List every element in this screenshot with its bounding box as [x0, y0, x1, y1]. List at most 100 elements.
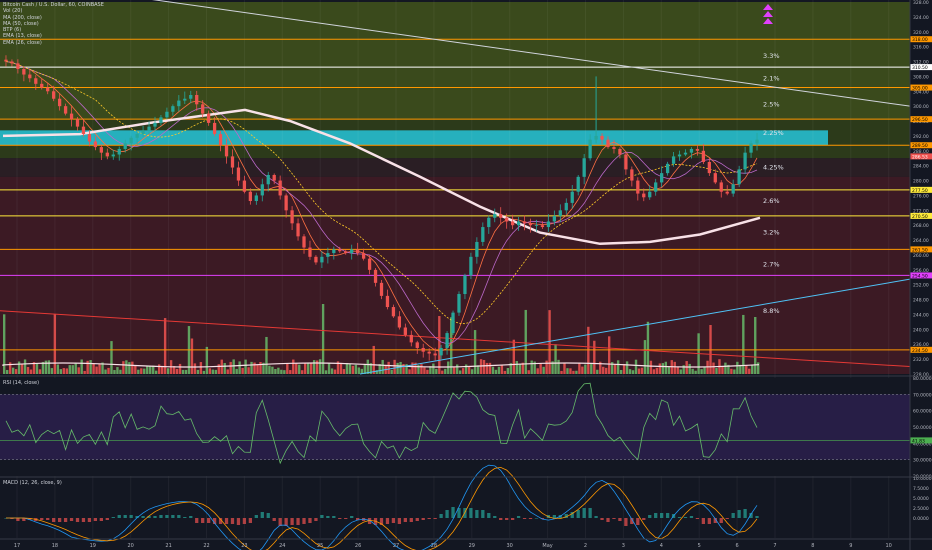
volume-bar	[736, 361, 739, 374]
candle	[391, 304, 396, 318]
candle	[135, 131, 139, 145]
volume-bar	[122, 361, 125, 374]
zone-percent-label: 8.8%	[763, 307, 780, 315]
level-tag-background	[910, 36, 932, 43]
candle	[499, 207, 503, 224]
candle	[290, 206, 294, 231]
volume-bar	[563, 363, 566, 374]
candle-body	[451, 312, 455, 334]
candle-body	[707, 161, 711, 174]
volume-bar	[345, 362, 349, 374]
volume-bar	[548, 310, 551, 374]
candle	[463, 273, 467, 300]
volume-bar	[423, 367, 426, 374]
candle	[361, 248, 366, 261]
volume-bar	[65, 368, 68, 374]
candle	[409, 330, 413, 347]
candle	[34, 75, 38, 90]
candle	[81, 119, 86, 137]
candle-body	[81, 126, 86, 135]
volume-bar	[172, 366, 176, 374]
macd-histogram-bar	[588, 508, 592, 518]
candle-body	[308, 247, 312, 257]
candle	[111, 149, 115, 160]
volume-bar	[235, 368, 238, 374]
volume-bar	[554, 344, 557, 374]
zone-percent-label: 3.2%	[763, 229, 780, 237]
volume-bar	[467, 366, 471, 374]
time-tick-label: 3	[622, 543, 625, 549]
volume-bar	[119, 369, 122, 374]
time-tick-label: 2	[584, 543, 587, 549]
candle-body	[433, 353, 437, 356]
volume-bar	[539, 363, 542, 374]
volume-bar	[524, 309, 527, 374]
candle-body	[427, 351, 431, 354]
candle-body	[493, 214, 497, 218]
macd-histogram-bar	[296, 518, 300, 525]
volume-bar	[154, 370, 158, 374]
level-price-tag: 305.00	[910, 84, 932, 92]
macd-histogram-bar	[505, 518, 509, 520]
candle	[356, 242, 360, 256]
volume-bar	[336, 361, 340, 374]
candle	[63, 103, 68, 116]
candle	[493, 208, 497, 223]
volume-bar	[631, 370, 635, 374]
candle-body	[683, 152, 688, 155]
volume-bar	[3, 314, 6, 374]
legend-ma50: MA (50, close)	[3, 20, 39, 27]
price-tick-label: 256.00	[913, 268, 929, 274]
volume-bar	[721, 367, 724, 374]
volume-bar	[277, 367, 280, 374]
time-tick-label: 25	[317, 543, 323, 549]
candle	[326, 247, 330, 264]
rsi-tick-label: 80.0000	[913, 376, 932, 382]
candle	[278, 175, 282, 200]
volume-bar	[268, 365, 271, 374]
candle	[99, 144, 103, 161]
volume-bar	[5, 369, 9, 374]
candle-body	[367, 258, 372, 270]
candle	[665, 161, 670, 176]
candle-body	[87, 134, 92, 142]
macd-histogram-bar	[713, 518, 717, 523]
macd-histogram-bar	[75, 518, 80, 522]
volume-bar	[378, 364, 381, 374]
time-tick-label: 4	[660, 543, 663, 549]
volume-bar	[551, 361, 554, 374]
macd-histogram-bar	[469, 508, 473, 518]
volume-bar	[536, 368, 539, 374]
candle-body	[183, 98, 187, 101]
volume-bar	[387, 361, 390, 374]
volume-bar	[274, 369, 277, 374]
volume-bar	[327, 363, 331, 374]
macd-histogram-bar	[457, 508, 461, 518]
volume-bar	[59, 369, 63, 374]
candle-body	[111, 154, 115, 157]
volume-bar	[95, 366, 98, 374]
volume-bar	[748, 368, 751, 374]
volume-bar	[673, 361, 676, 374]
candle-body	[546, 221, 551, 228]
volume-bar	[163, 318, 167, 374]
volume-bar	[596, 369, 599, 374]
zone-band	[0, 2, 910, 120]
volume-bar	[444, 368, 447, 374]
macd-histogram-bar	[570, 512, 574, 518]
macd-histogram-bar	[391, 518, 396, 523]
macd-histogram-bar	[594, 516, 598, 518]
volume-bar	[205, 346, 209, 374]
rsi-current-tag: 41.83	[910, 437, 932, 444]
candle	[195, 90, 199, 111]
volume-bar	[605, 367, 608, 374]
candle	[338, 246, 342, 253]
candle	[46, 83, 50, 95]
candle	[147, 121, 151, 135]
volume-bar	[610, 362, 614, 374]
level-tag-background	[910, 84, 932, 91]
volume-bar	[229, 361, 232, 374]
macd-histogram-bar	[725, 518, 729, 519]
blue-trendline	[359, 278, 911, 375]
candle	[28, 69, 32, 83]
